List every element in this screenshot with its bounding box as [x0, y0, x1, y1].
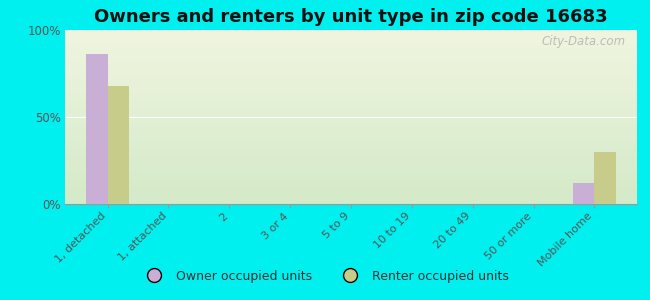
Bar: [108, 86, 129, 204]
Bar: [86, 54, 108, 204]
Title: Owners and renters by unit type in zip code 16683: Owners and renters by unit type in zip c…: [94, 8, 608, 26]
Bar: [573, 183, 594, 204]
Bar: [594, 152, 616, 204]
Text: City-Data.com: City-Data.com: [541, 35, 625, 48]
Legend: Owner occupied units, Renter occupied units: Owner occupied units, Renter occupied un…: [136, 265, 514, 288]
